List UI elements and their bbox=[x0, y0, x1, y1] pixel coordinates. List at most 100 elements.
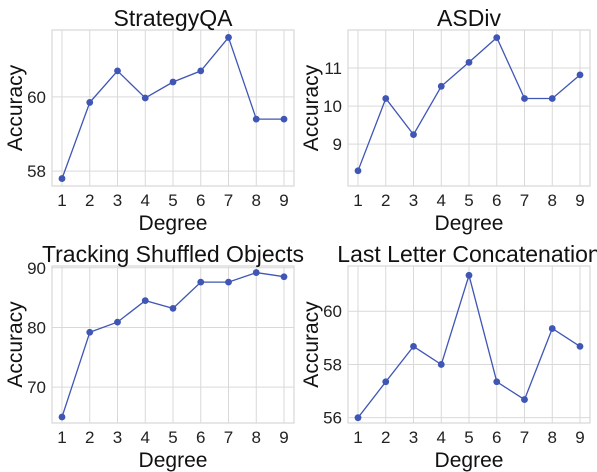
x-tick-label: 3 bbox=[409, 191, 418, 210]
data-point bbox=[169, 304, 177, 312]
x-tick-label: 6 bbox=[492, 428, 501, 447]
x-tick-label: 1 bbox=[57, 428, 66, 447]
x-tick-label: 8 bbox=[252, 191, 261, 210]
x-tick-label: 5 bbox=[168, 191, 177, 210]
data-point bbox=[410, 131, 417, 139]
x-axis-label: Degree bbox=[139, 449, 208, 472]
data-point bbox=[382, 95, 390, 102]
x-axis-label: Degree bbox=[435, 449, 504, 472]
data-point bbox=[465, 271, 473, 279]
x-tick-label: 2 bbox=[85, 428, 94, 447]
data-point bbox=[521, 396, 528, 403]
x-tick-label: 2 bbox=[85, 191, 94, 210]
data-point bbox=[252, 269, 260, 276]
data-point bbox=[280, 115, 288, 123]
data-point bbox=[58, 413, 66, 421]
y-tick-label: 9 bbox=[333, 135, 342, 154]
data-point bbox=[225, 278, 232, 286]
data-point bbox=[114, 67, 121, 75]
chart-title: Last Letter Concatenation bbox=[337, 241, 597, 267]
x-tick-label: 1 bbox=[57, 191, 66, 210]
x-tick-label: 8 bbox=[548, 191, 557, 210]
x-tick-label: 8 bbox=[252, 428, 261, 447]
data-point bbox=[252, 115, 260, 123]
x-tick-label: 3 bbox=[113, 191, 122, 210]
chart-title: ASDiv bbox=[437, 5, 501, 31]
data-point bbox=[521, 95, 528, 102]
data-point bbox=[197, 278, 205, 286]
x-tick-label: 9 bbox=[575, 428, 584, 447]
x-tick-label: 9 bbox=[279, 191, 288, 210]
x-tick-label: 2 bbox=[381, 428, 390, 447]
x-axis-label: Degree bbox=[139, 212, 208, 235]
x-tick-label: 7 bbox=[520, 428, 529, 447]
x-tick-label: 7 bbox=[224, 191, 233, 210]
x-tick-label: 4 bbox=[141, 428, 150, 447]
x-tick-label: 7 bbox=[224, 428, 233, 447]
data-point bbox=[548, 95, 556, 102]
x-tick-label: 5 bbox=[464, 191, 473, 210]
y-tick-label: 10 bbox=[323, 97, 342, 116]
y-axis-label: Accuracy bbox=[300, 301, 323, 388]
data-point bbox=[225, 34, 232, 41]
y-tick-label: 58 bbox=[323, 355, 342, 374]
data-point bbox=[114, 318, 121, 326]
data-point bbox=[382, 378, 390, 386]
x-axis-label: Degree bbox=[435, 212, 504, 235]
x-tick-label: 4 bbox=[437, 191, 446, 210]
x-tick-label: 9 bbox=[279, 428, 288, 447]
y-tick-label: 58 bbox=[27, 162, 46, 181]
y-axis-label: Accuracy bbox=[4, 64, 27, 151]
x-tick-label: 8 bbox=[548, 428, 557, 447]
data-point bbox=[141, 297, 149, 305]
y-axis-label: Accuracy bbox=[300, 64, 323, 151]
y-tick-label: 70 bbox=[27, 378, 46, 397]
y-axis-label: Accuracy bbox=[4, 301, 27, 388]
y-tick-label: 56 bbox=[323, 409, 342, 428]
x-tick-label: 7 bbox=[520, 191, 529, 210]
x-tick-label: 6 bbox=[196, 428, 205, 447]
data-point bbox=[410, 342, 417, 350]
x-tick-label: 3 bbox=[409, 428, 418, 447]
data-point bbox=[354, 167, 362, 175]
data-point bbox=[493, 378, 501, 386]
data-point bbox=[169, 78, 177, 86]
data-point bbox=[141, 94, 149, 102]
data-point bbox=[58, 175, 66, 182]
y-tick-label: 90 bbox=[27, 259, 46, 278]
y-tick-label: 60 bbox=[27, 88, 46, 107]
x-tick-label: 1 bbox=[353, 428, 362, 447]
data-point bbox=[86, 328, 94, 336]
x-tick-label: 3 bbox=[113, 428, 122, 447]
chart-title: StrategyQA bbox=[114, 5, 234, 31]
data-point bbox=[576, 71, 584, 79]
x-tick-label: 5 bbox=[168, 428, 177, 447]
x-tick-label: 6 bbox=[196, 191, 205, 210]
x-tick-label: 2 bbox=[381, 191, 390, 210]
data-point bbox=[465, 58, 473, 66]
data-point bbox=[548, 325, 556, 332]
y-tick-label: 60 bbox=[323, 302, 342, 321]
x-tick-label: 6 bbox=[492, 191, 501, 210]
chart-title: Tracking Shuffled Objects bbox=[42, 241, 304, 267]
data-point bbox=[86, 99, 94, 106]
y-tick-label: 80 bbox=[27, 318, 46, 337]
data-point bbox=[437, 82, 445, 90]
x-tick-label: 1 bbox=[353, 191, 362, 210]
x-tick-label: 4 bbox=[437, 428, 446, 447]
y-tick-label: 11 bbox=[324, 59, 342, 78]
data-point bbox=[437, 361, 445, 368]
x-tick-label: 4 bbox=[141, 191, 150, 210]
data-point bbox=[197, 67, 205, 75]
data-point bbox=[493, 34, 501, 42]
chart-panel-1: 1 2 3 4 5 6 7 8 9 58 60 StrategyQA Degree Accuracy bbox=[4, 5, 295, 235]
x-tick-label: 9 bbox=[575, 191, 584, 210]
data-point bbox=[354, 414, 362, 422]
x-tick-label: 5 bbox=[464, 428, 473, 447]
data-point bbox=[280, 273, 288, 281]
data-point bbox=[576, 342, 584, 350]
